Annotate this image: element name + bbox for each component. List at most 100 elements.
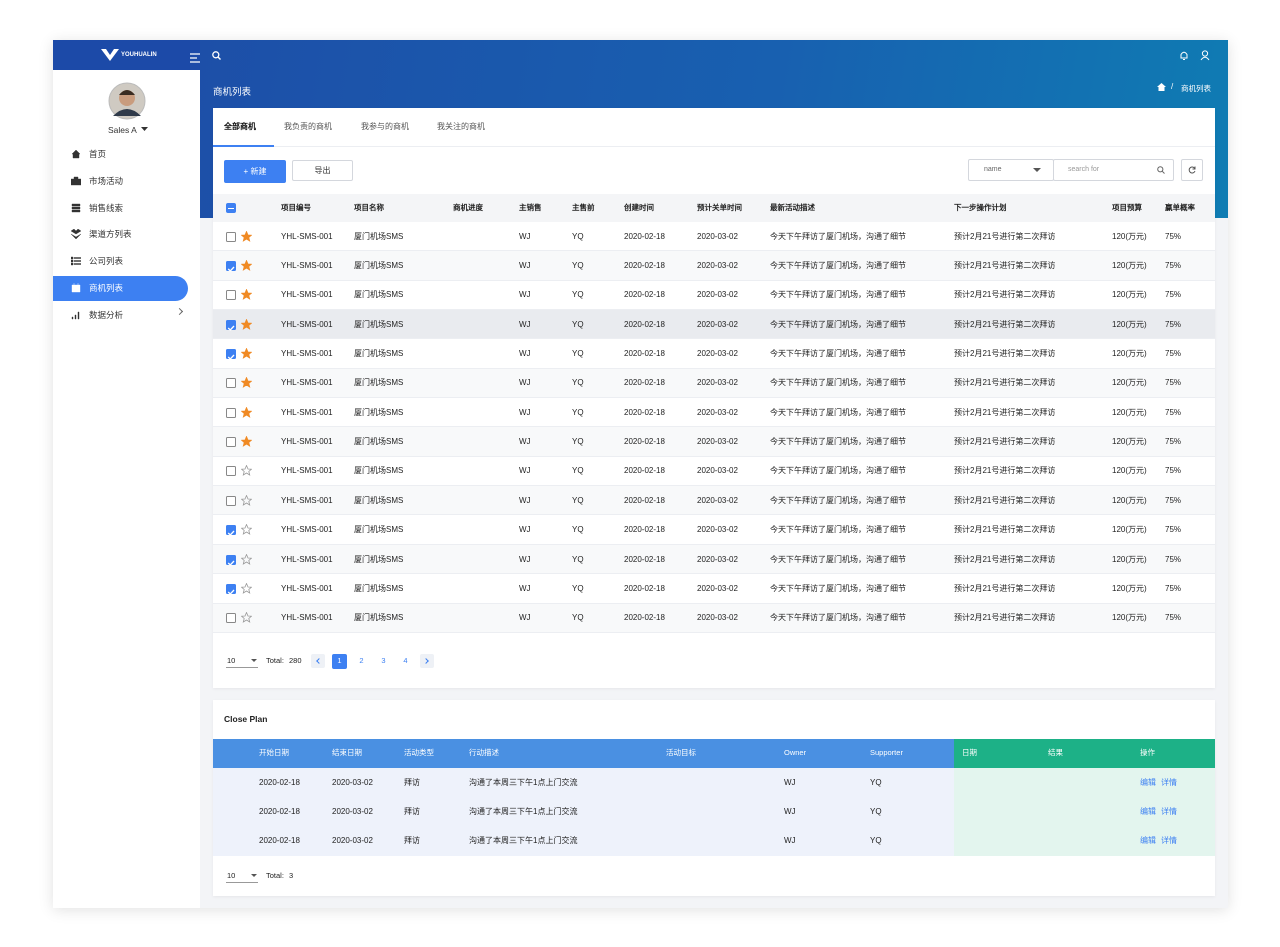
refresh-button[interactable] (1181, 159, 1203, 181)
table-cell: 75% (1165, 495, 1182, 505)
checkbox[interactable] (226, 407, 236, 418)
menu-toggle[interactable] (190, 50, 200, 68)
table-row (213, 603, 1215, 633)
table-cell: 厦门机场SMS (354, 495, 404, 505)
checkbox-checked[interactable] (226, 349, 236, 360)
star-filled[interactable] (241, 406, 252, 418)
table-cell: 120(万元) (1112, 466, 1147, 476)
plan-action[interactable]: 详情 (1161, 777, 1177, 787)
search-input[interactable]: search for (1053, 159, 1174, 181)
nav-item[interactable]: 公司列表 (89, 256, 124, 267)
page-number[interactable]: 2 (359, 656, 364, 665)
nav-item[interactable]: 数据分析 (89, 309, 124, 320)
tab[interactable]: 我关注的商机 (437, 122, 485, 131)
plan-action[interactable]: 详情 (1161, 807, 1177, 817)
search-icon[interactable] (212, 51, 221, 60)
page-number[interactable]: 4 (403, 656, 408, 665)
table-cell: YQ (572, 261, 584, 271)
select-all-checkbox[interactable] (226, 203, 236, 213)
star-outline[interactable] (241, 524, 252, 536)
star-filled[interactable] (241, 289, 252, 301)
tab[interactable]: 我参与的商机 (361, 122, 409, 131)
checkbox-checked[interactable] (226, 525, 236, 537)
nav-item[interactable]: 商机列表 (89, 283, 124, 293)
new-button[interactable]: + 新建 (224, 160, 286, 183)
user-icon[interactable] (1200, 50, 1210, 61)
star-outline[interactable] (241, 612, 252, 624)
dropdown-caret (141, 127, 148, 131)
plan-action[interactable]: 详情 (1161, 836, 1177, 846)
star-filled[interactable] (241, 260, 252, 271)
table-row (213, 251, 1215, 281)
breadcrumb[interactable]: 商机列表 (1181, 84, 1211, 93)
tab[interactable]: 全部商机 (224, 122, 256, 131)
prev-page[interactable] (311, 654, 325, 668)
table-header (213, 194, 1215, 222)
plan-cell: 2020-02-18 (259, 807, 300, 817)
plan-action[interactable]: 编辑 (1140, 836, 1156, 846)
star-outline[interactable] (241, 553, 252, 565)
checkbox[interactable] (226, 290, 236, 301)
star-filled[interactable] (241, 377, 252, 389)
star-filled[interactable] (241, 230, 252, 242)
star-outline[interactable] (241, 465, 252, 477)
current-page-bg (332, 654, 347, 669)
nav-item[interactable]: 销售线索 (89, 202, 124, 213)
plan-action[interactable]: 编辑 (1140, 777, 1156, 787)
page-number[interactable]: 1 (337, 656, 342, 665)
page-size-select[interactable] (226, 655, 258, 668)
plan-cell: 沟通了本周三下午1点上门交流 (469, 777, 578, 787)
table-cell: 今天下午拜访了厦门机场，沟通了细节 (770, 437, 906, 447)
filter-select[interactable]: name (968, 159, 1054, 181)
breadcrumb-separator: / (1171, 82, 1174, 91)
nav-item[interactable]: 市场活动 (89, 175, 124, 186)
star-outline[interactable] (241, 582, 252, 594)
table-row (213, 398, 1215, 428)
checkbox[interactable] (226, 231, 236, 242)
table-cell: WJ (519, 554, 531, 564)
checkbox[interactable] (226, 613, 236, 624)
star-filled[interactable] (241, 436, 252, 447)
star-filled[interactable] (241, 318, 252, 330)
table-cell: 120(万元) (1112, 437, 1147, 447)
page-size-select[interactable] (226, 870, 258, 883)
star-filled[interactable] (241, 348, 252, 359)
page-number[interactable]: 3 (381, 656, 386, 665)
table-cell: WJ (519, 349, 531, 359)
checkbox-checked[interactable] (226, 554, 236, 566)
table-cell: 今天下午拜访了厦门机场，沟通了细节 (770, 319, 906, 329)
logo-icon (101, 49, 119, 61)
star-outline[interactable] (241, 494, 252, 506)
checkbox[interactable] (226, 495, 236, 506)
export-button[interactable]: 导出 (292, 160, 353, 181)
page-size-caret (251, 874, 257, 880)
table-cell: YHL-SMS-001 (281, 407, 333, 417)
checkbox-checked[interactable] (226, 319, 236, 331)
checkbox-checked[interactable] (226, 583, 236, 595)
logo-bar: YOUHUALIN (53, 40, 200, 70)
column-header: 项目预算 (1112, 203, 1142, 212)
checkbox[interactable] (226, 466, 236, 477)
nav-item[interactable]: 首页 (89, 149, 107, 159)
plan-column-header: Owner (784, 748, 807, 757)
nav-item[interactable]: 渠道方列表 (89, 229, 132, 240)
plan-action[interactable]: 编辑 (1140, 807, 1156, 817)
checkbox[interactable] (226, 437, 236, 448)
plan-header-right (954, 739, 1215, 768)
user-name[interactable]: Sales A (108, 125, 137, 135)
table-cell: 今天下午拜访了厦门机场，沟通了细节 (770, 349, 906, 359)
tab[interactable]: 我负责的商机 (284, 122, 332, 131)
bell-icon[interactable] (1179, 50, 1189, 61)
column-header: 主销售 (519, 203, 542, 212)
next-page[interactable] (420, 654, 434, 668)
table-cell: 厦门机场SMS (354, 525, 404, 535)
home-icon[interactable] (1157, 83, 1166, 91)
plan-column-header: 行动描述 (469, 748, 499, 757)
checkbox[interactable] (226, 378, 236, 389)
table-cell: 厦门机场SMS (354, 583, 404, 593)
avatar[interactable] (108, 82, 146, 120)
checkbox-checked[interactable] (226, 261, 236, 272)
plan-cell: 2020-02-18 (259, 777, 300, 787)
table-cell: 预计2月21号进行第二次拜访 (954, 437, 1056, 447)
